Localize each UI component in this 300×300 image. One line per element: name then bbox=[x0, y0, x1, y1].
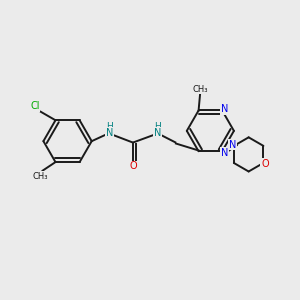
Text: Cl: Cl bbox=[30, 101, 40, 111]
Text: CH₃: CH₃ bbox=[32, 172, 48, 181]
Text: H: H bbox=[154, 122, 161, 131]
Text: N: N bbox=[221, 148, 228, 158]
Text: H: H bbox=[106, 122, 113, 131]
Text: N: N bbox=[154, 128, 161, 138]
Text: O: O bbox=[261, 159, 269, 169]
Text: O: O bbox=[129, 161, 137, 172]
Text: N: N bbox=[221, 104, 228, 114]
Text: N: N bbox=[106, 128, 113, 138]
Text: CH₃: CH₃ bbox=[193, 85, 208, 94]
Text: N: N bbox=[229, 140, 236, 150]
